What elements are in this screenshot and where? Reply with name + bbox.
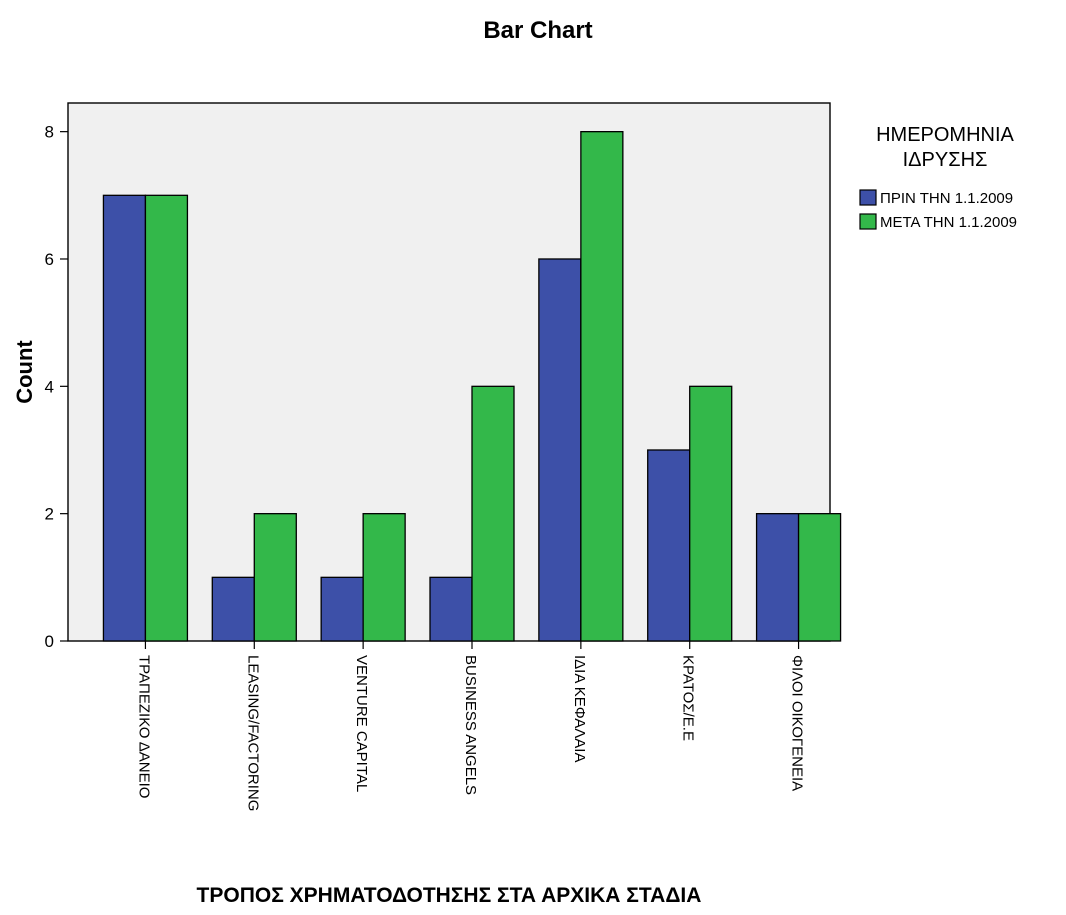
bar <box>797 513 842 642</box>
x-axis-label: ΤΡΟΠΟΣ ΧΡΗΜΑΤΟΔΟΤΗΣΗΣ ΣΤΑ ΑΡΧΙΚΑ ΣΤΑΔΙΑ <box>197 884 702 907</box>
y-axis-label: Count <box>12 340 37 404</box>
y-tick-label: 6 <box>45 250 54 269</box>
bar <box>689 385 733 642</box>
bar <box>211 576 255 642</box>
chart-title: Bar Chart <box>483 17 592 44</box>
legend-swatch <box>859 213 877 230</box>
x-tick-label: ΦΙΛΟΙ ΟΙΚΟΓΕΝΕΙΑ <box>789 655 806 791</box>
y-tick-label: 4 <box>45 377 54 396</box>
bar <box>320 576 364 642</box>
y-tick-label: 0 <box>45 632 54 651</box>
legend-swatch <box>859 189 877 206</box>
bar <box>755 513 800 642</box>
y-tick-label: 2 <box>45 505 54 524</box>
legend-title: ΗΜΕΡΟΜΗΝΙΑ <box>876 124 1014 146</box>
x-tick-label: VENTURE CAPITAL <box>353 655 370 792</box>
legend-label: ΜΕΤΑ ΤΗΝ 1.1.2009 <box>880 214 1017 231</box>
bar <box>253 513 297 642</box>
x-tick-label: LEASING/FACTORING <box>244 655 261 811</box>
y-tick-label: 8 <box>45 123 54 142</box>
bar <box>538 258 582 642</box>
x-tick-label: BUSINESS ANGELS <box>462 655 479 795</box>
bar <box>471 385 515 642</box>
plot-area: 0 2 4 6 8 ΤΡΑΠΕΖΙΚΟ ΔΑΝΕΙΟ LEASING/FACTORING VE… <box>45 102 842 811</box>
x-tick-label: ΚΡΑΤΟΣ/Ε.Ε <box>680 655 697 741</box>
legend-title: ΙΔΡΥΣΗΣ <box>903 149 988 171</box>
bar <box>580 131 624 642</box>
x-tick-label: ΤΡΑΠΕΖΙΚΟ ΔΑΝΕΙΟ <box>135 655 152 798</box>
legend: ΗΜΕΡΟΜΗΝΙΑ ΙΔΡΥΣΗΣ ΠΡΙΝ ΤΗΝ 1.1.2009 ΜΕΤΑ Τ… <box>859 124 1017 231</box>
bar <box>429 576 473 642</box>
bar <box>144 194 189 642</box>
legend-label: ΠΡΙΝ ΤΗΝ 1.1.2009 <box>880 190 1013 207</box>
bar <box>362 513 406 642</box>
bar <box>102 194 147 642</box>
bar <box>647 449 691 642</box>
x-tick-label: ΙΔΙΑ ΚΕΦΑΛΑΙΑ <box>571 655 588 762</box>
